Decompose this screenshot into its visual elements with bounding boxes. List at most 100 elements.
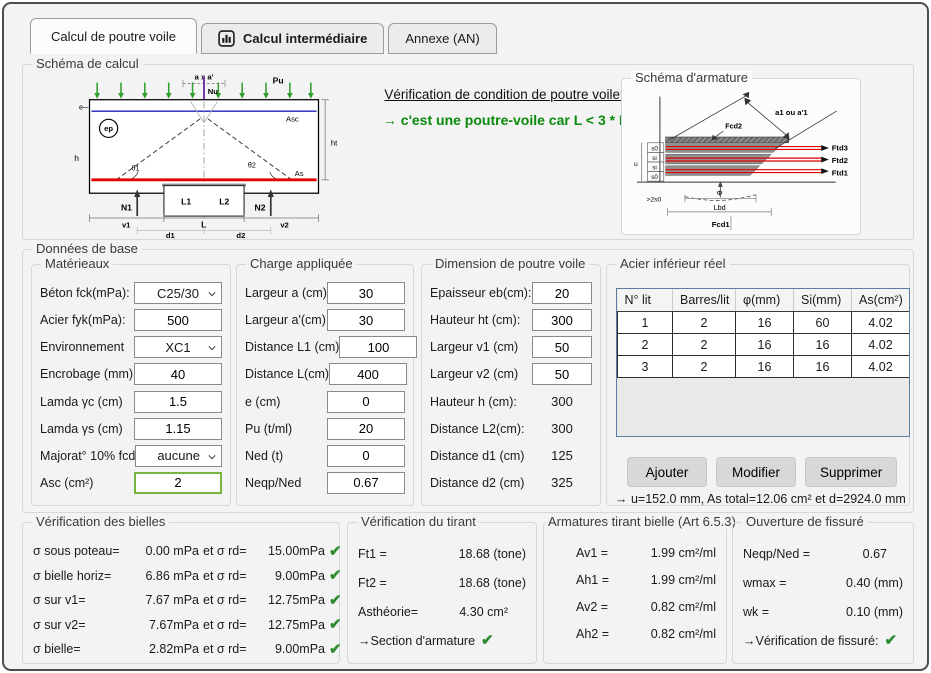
majoration-fcd-select[interactable]: aucune [135,444,222,467]
distance-l1-input[interactable] [339,336,418,359]
cell[interactable]: 16 [735,355,794,378]
field-e: e (cm) [245,390,405,414]
distance-l-input[interactable] [329,363,408,386]
tab-calcul-intermediaire[interactable]: Calcul intermédiaire [201,23,385,54]
col-header-si[interactable]: Si(mm) [793,289,852,312]
largeur-v1-input[interactable] [532,336,592,359]
check-icon: ✔ [481,632,494,649]
result-value: 0.82 cm²/ml [650,626,716,641]
field-distance-l2: Distance L2(cm): 300 [430,417,592,441]
svg-text:Nu: Nu [208,87,219,96]
table-header-row: N° lit Barres/lit φ(mm) Si(mm) As(cm²) [617,289,909,312]
svg-text:Ftd1: Ftd1 [832,168,849,177]
svg-text:s0: s0 [651,174,658,181]
table-row[interactable]: 1 2 16 60 4.02 [617,311,909,334]
largeur-a-input[interactable] [327,282,405,304]
result-label: Ft2 = [358,575,387,590]
largeur-a-prime-input[interactable] [327,309,405,332]
group-title: Acier inférieur réel [616,256,730,271]
result-mid-label: et σ rd= [203,568,247,583]
group-schema-armature: Schéma d'armature s0 si si s0 [621,70,861,235]
field-label: Acier fyk(mPa): [40,313,126,328]
svg-text:Φ: Φ [717,189,723,198]
field-label: Lamda γs (cm) [40,421,123,436]
rebar-table-container[interactable]: N° lit Barres/lit φ(mm) Si(mm) As(cm²) 1… [616,288,910,437]
cell[interactable]: 2 [672,355,736,378]
cell[interactable]: 16 [735,311,794,334]
cell[interactable]: 2 [672,311,736,334]
hauteur-ht-input[interactable] [532,309,592,332]
field-beton-fck: Béton fck(mPa): C25/30 [40,281,222,305]
svg-text:si: si [652,155,657,162]
result-mid-label: et σ rd= [203,593,247,608]
field-label: Distance d2 (cm) [430,475,525,490]
svg-text:h: h [74,153,79,163]
field-label: Distance L1 (cm) [245,340,340,355]
tab-annexe[interactable]: Annexe (AN) [388,23,497,54]
table-row[interactable]: 3 2 16 16 4.02 [617,355,909,378]
ajouter-button[interactable]: Ajouter [627,457,707,487]
result-value: 1.99 cm²/ml [650,572,716,587]
beton-fck-select[interactable]: C25/30 [134,282,222,304]
field-label: Majorat° 10% fcd [40,448,136,463]
lamda-ys-input[interactable] [134,417,222,440]
col-header-as[interactable]: As(cm²) [851,289,909,312]
group-verification-bielles: Vérification des bielles σ sous poteau= 0… [22,514,342,664]
result-value: 2.82mPa [148,642,199,657]
result-label: Ah1 = [576,572,610,587]
svg-text:d2: d2 [236,231,245,239]
pu-input[interactable] [327,417,405,440]
cell[interactable]: 16 [793,355,852,378]
largeur-v2-input[interactable] [532,363,592,386]
select-value: XC1 [165,339,191,355]
cell[interactable]: 3 [617,355,673,378]
cell[interactable]: 4.02 [851,333,909,356]
distance-l2-value: 300 [551,421,573,437]
field-label: Hauteur ht (cm): [430,313,521,328]
col-header-nlit[interactable]: N° lit [617,289,673,312]
check-icon: ✔ [329,616,342,634]
group-donnees-de-base: Données de base Matérieaux Béton fck(mPa… [22,241,914,513]
distance-d1-value: 125 [551,448,573,464]
cell[interactable]: 4.02 [851,311,909,334]
group-title: Matérieaux [41,256,114,271]
field-label: Distance d1 (cm) [430,448,525,463]
modifier-button[interactable]: Modifier [716,457,796,487]
neqp-ned-input[interactable] [327,471,405,494]
cell[interactable]: 16 [735,333,794,356]
svg-text:L1: L1 [181,197,191,207]
ned-input[interactable] [327,444,405,467]
cell[interactable]: 2 [672,333,736,356]
result-footer: →Section d'armature [358,633,476,648]
cell[interactable]: 2 [617,333,673,356]
select-value: aucune [157,448,200,464]
svg-text:ht: ht [331,139,338,148]
epaisseur-eb-input[interactable] [532,282,592,304]
col-header-phi[interactable]: φ(mm) [735,289,794,312]
field-label: Environnement [40,340,125,355]
group-ouverture-fissure: Ouverture de fissuré Neqp/Ned = 0.67 wmax… [732,514,914,664]
cell[interactable]: 1 [617,311,673,334]
cell[interactable]: 4.02 [851,355,909,378]
cell[interactable]: 16 [793,333,852,356]
lamda-yc-input[interactable] [134,390,222,413]
chevron-down-icon [208,292,216,297]
e-input[interactable] [327,390,405,413]
col-header-barres[interactable]: Barres/lit [672,289,736,312]
group-dimension-poutre-voile: Dimension de poutre voile Epaisseur eb(c… [421,256,601,506]
table-row[interactable]: 2 2 16 16 4.02 [617,333,909,356]
result-label: Ah2 = [576,626,610,641]
result-label: Neqp/Ned = [743,546,811,561]
encrobage-input[interactable] [134,363,222,386]
field-label: Hauteur h (cm): [430,394,517,409]
environnement-select[interactable]: XC1 [134,336,222,359]
result-value: 4.30 cm² [459,604,508,619]
tab-calcul-poutre-voile[interactable]: Calcul de poutre voile [30,18,198,54]
field-encrobage: Encrobage (mm) [40,362,222,386]
field-label: Neqp/Ned [245,475,302,490]
acier-fyk-input[interactable] [134,309,222,332]
supprimer-button[interactable]: Supprimer [805,457,898,487]
result-value: 0.00 mPa [145,544,199,559]
cell[interactable]: 60 [793,311,852,334]
asc-input[interactable] [134,471,222,494]
